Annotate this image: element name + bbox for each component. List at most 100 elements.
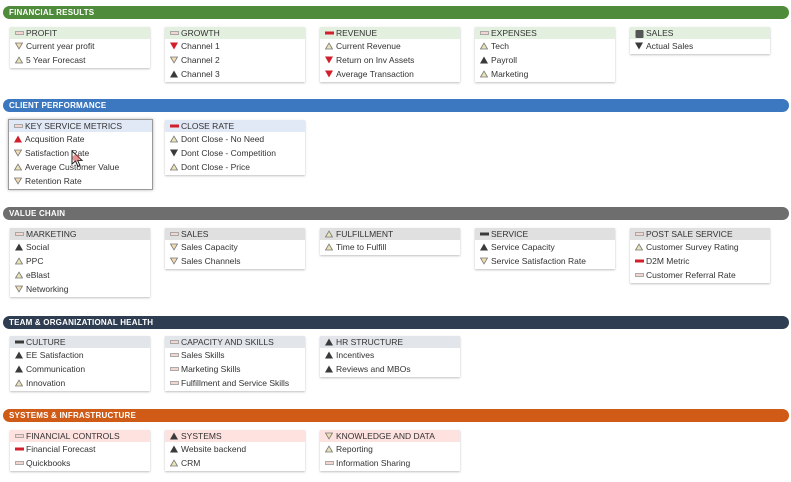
list-item[interactable]: Channel 2 bbox=[165, 53, 305, 67]
item-label: Innovation bbox=[26, 378, 66, 388]
card-title: POST SALE SERVICE bbox=[646, 229, 733, 239]
list-item[interactable]: PPC bbox=[10, 254, 150, 268]
list-item[interactable]: Reporting bbox=[320, 442, 460, 456]
card-value-chain-sales[interactable]: SALES Sales Capacity Sales Channels bbox=[165, 228, 305, 269]
list-item[interactable]: Acqusition Rate bbox=[9, 132, 152, 146]
list-item[interactable]: Dont Close - Price bbox=[165, 160, 305, 174]
list-item[interactable]: Reviews and MBOs bbox=[320, 362, 460, 376]
item-label: Service Satisfaction Rate bbox=[491, 256, 586, 266]
list-item[interactable]: Sales Skills bbox=[165, 348, 305, 362]
card-expenses[interactable]: EXPENSES Tech Payroll Marketing bbox=[475, 27, 615, 82]
list-item[interactable]: Information Sharing bbox=[320, 456, 460, 470]
card-systems[interactable]: SYSTEMS Website backend CRM bbox=[165, 430, 305, 471]
card-title: KNOWLEDGE AND DATA bbox=[336, 431, 435, 441]
triangle-up-dark-icon bbox=[480, 243, 488, 251]
item-label: Incentives bbox=[336, 350, 375, 360]
list-item[interactable]: Channel 3 bbox=[165, 67, 305, 81]
item-label: Dont Close - No Need bbox=[181, 134, 265, 144]
list-item[interactable]: D2M Metric bbox=[630, 254, 770, 268]
list-item[interactable]: Actual Sales bbox=[630, 39, 770, 53]
section-header-financial-results[interactable]: FINANCIAL RESULTS bbox=[3, 6, 789, 19]
neutral-dash-icon bbox=[635, 272, 644, 279]
list-item[interactable]: Social bbox=[10, 240, 150, 254]
list-item[interactable]: CRM bbox=[165, 456, 305, 470]
card-title: EXPENSES bbox=[491, 28, 537, 38]
list-item[interactable]: Customer Survey Rating bbox=[630, 240, 770, 254]
list-item[interactable]: Average Transaction bbox=[320, 67, 460, 81]
card-sales[interactable]: SALES Actual Sales bbox=[630, 27, 770, 54]
item-label: Information Sharing bbox=[336, 458, 411, 468]
card-growth[interactable]: GROWTH Channel 1 Channel 2 Channel 3 bbox=[165, 27, 305, 82]
card-marketing[interactable]: MARKETING Social PPC eBlast Networking bbox=[10, 228, 150, 297]
card-header: CULTURE bbox=[10, 336, 150, 348]
list-item[interactable]: Payroll bbox=[475, 53, 615, 67]
triangle-down-red-icon bbox=[325, 70, 333, 78]
card-title: CLOSE RATE bbox=[181, 121, 235, 131]
list-item[interactable]: Dont Close - No Need bbox=[165, 132, 305, 146]
list-item[interactable]: Current Revenue bbox=[320, 39, 460, 53]
triangle-up-dark-icon bbox=[170, 432, 178, 440]
card-header: POST SALE SERVICE bbox=[630, 228, 770, 240]
card-profit[interactable]: PROFIT Current year profit 5 Year Foreca… bbox=[10, 27, 150, 68]
triangle-up-dark-icon bbox=[170, 445, 178, 453]
item-label: Website backend bbox=[181, 444, 247, 454]
card-capacity-and-skills[interactable]: CAPACITY AND SKILLS Sales Skills Marketi… bbox=[165, 336, 305, 391]
list-item[interactable]: Incentives bbox=[320, 348, 460, 362]
list-item[interactable]: Dont Close - Competition bbox=[165, 146, 305, 160]
section-header-team-org-health[interactable]: TEAM & ORGANIZATIONAL HEALTH bbox=[3, 316, 789, 329]
card-post-sale-service[interactable]: POST SALE SERVICE Customer Survey Rating… bbox=[630, 228, 770, 283]
list-item[interactable]: Networking bbox=[10, 282, 150, 296]
list-item[interactable]: Communication bbox=[10, 362, 150, 376]
section-header-systems-infrastructure[interactable]: SYSTEMS & INFRASTRUCTURE bbox=[3, 409, 789, 422]
card-revenue[interactable]: REVENUE Current Revenue Return on Inv As… bbox=[320, 27, 460, 82]
card-close-rate[interactable]: CLOSE RATE Dont Close - No Need Dont Clo… bbox=[165, 120, 305, 175]
triangle-up-light-icon bbox=[15, 257, 23, 265]
list-item[interactable]: Marketing Skills bbox=[165, 362, 305, 376]
card-knowledge-and-data[interactable]: KNOWLEDGE AND DATA Reporting Information… bbox=[320, 430, 460, 471]
card-financial-controls[interactable]: FINANCIAL CONTROLS Financial Forecast Qu… bbox=[10, 430, 150, 471]
list-item[interactable]: Service Satisfaction Rate bbox=[475, 254, 615, 268]
list-item[interactable]: eBlast bbox=[10, 268, 150, 282]
list-item[interactable]: Financial Forecast bbox=[10, 442, 150, 456]
list-item[interactable]: Satisfaction Rate bbox=[9, 146, 152, 160]
list-item[interactable]: Average Customer Value bbox=[9, 160, 152, 174]
list-item[interactable]: Channel 1 bbox=[165, 39, 305, 53]
triangle-up-dark-icon bbox=[325, 338, 333, 346]
item-label: Channel 2 bbox=[181, 55, 220, 65]
list-item[interactable]: Retention Rate bbox=[9, 174, 152, 188]
card-fulfillment[interactable]: FULFILLMENT Time to Fulfill bbox=[320, 228, 460, 255]
list-item[interactable]: Marketing bbox=[475, 67, 615, 81]
list-item[interactable]: Current year profit bbox=[10, 39, 150, 53]
card-service[interactable]: SERVICE Service Capacity Service Satisfa… bbox=[475, 228, 615, 269]
item-label: Dont Close - Competition bbox=[181, 148, 276, 158]
list-item[interactable]: Sales Channels bbox=[165, 254, 305, 268]
list-item[interactable]: Website backend bbox=[165, 442, 305, 456]
card-hr-structure[interactable]: HR STRUCTURE Incentives Reviews and MBOs bbox=[320, 336, 460, 377]
card-header: HR STRUCTURE bbox=[320, 336, 460, 348]
list-item[interactable]: Return on Inv Assets bbox=[320, 53, 460, 67]
card-key-service-metrics[interactable]: KEY SERVICE METRICS Acqusition Rate Sati… bbox=[8, 119, 153, 190]
list-item[interactable]: Quickbooks bbox=[10, 456, 150, 470]
card-title: CULTURE bbox=[26, 337, 66, 347]
list-item[interactable]: Sales Capacity bbox=[165, 240, 305, 254]
list-item[interactable]: Service Capacity bbox=[475, 240, 615, 254]
neutral-dash-icon bbox=[14, 123, 23, 130]
triangle-up-light-icon bbox=[170, 135, 178, 143]
list-item[interactable]: Time to Fulfill bbox=[320, 240, 460, 254]
card-culture[interactable]: CULTURE EE Satisfaction Communication In… bbox=[10, 336, 150, 391]
list-item[interactable]: Innovation bbox=[10, 376, 150, 390]
card-header: CAPACITY AND SKILLS bbox=[165, 336, 305, 348]
list-item[interactable]: Tech bbox=[475, 39, 615, 53]
list-item[interactable]: EE Satisfaction bbox=[10, 348, 150, 362]
item-label: Marketing bbox=[491, 69, 529, 79]
list-item[interactable]: 5 Year Forecast bbox=[10, 53, 150, 67]
list-item[interactable]: Customer Referral Rate bbox=[630, 268, 770, 282]
section-header-value-chain[interactable]: VALUE CHAIN bbox=[3, 207, 789, 220]
triangle-up-dark-icon bbox=[15, 351, 23, 359]
item-label: Financial Forecast bbox=[26, 444, 96, 454]
neutral-dash-icon bbox=[635, 231, 644, 238]
triangle-up-light-icon bbox=[635, 243, 643, 251]
list-item[interactable]: Fulfillment and Service Skills bbox=[165, 376, 305, 390]
red-dash-icon bbox=[15, 446, 24, 453]
section-header-client-performance[interactable]: CLIENT PERFORMANCE bbox=[3, 99, 789, 112]
